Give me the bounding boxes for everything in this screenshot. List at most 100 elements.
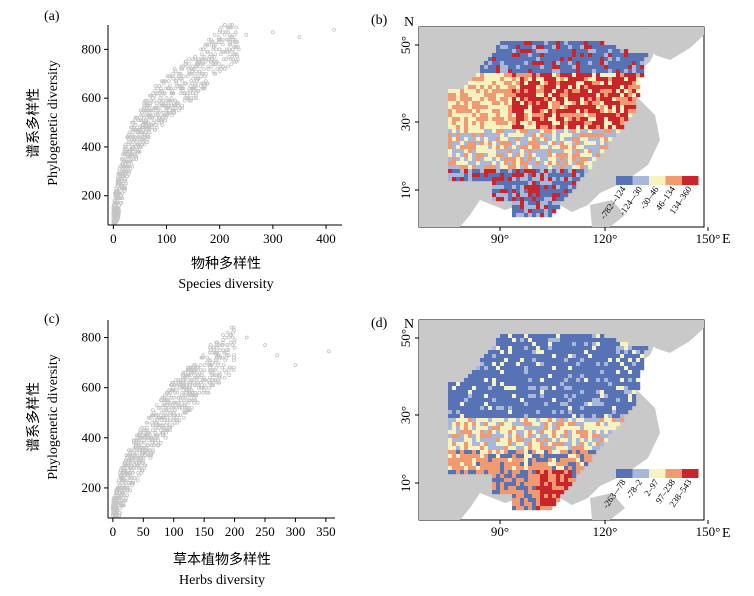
panel-b-grid-cell	[564, 45, 569, 50]
panel-b-grid-cell	[624, 65, 629, 70]
panel-d-grid-cell	[556, 462, 561, 467]
panel-d-grid-cell	[508, 442, 513, 447]
panel-d-grid-cell	[556, 362, 561, 367]
panel-b-grid-cell	[472, 173, 477, 178]
panel-b-grid-cell	[560, 57, 565, 62]
panel-b-grid-cell	[620, 89, 625, 94]
panel-b-grid-cell	[524, 157, 529, 162]
panel-b-grid-cell	[612, 117, 617, 122]
panel-b-grid-cell	[492, 133, 497, 138]
panel-b-grid-cell	[488, 65, 493, 70]
panel-d-grid-cell	[516, 482, 521, 487]
panel-d-grid-cell	[568, 442, 573, 447]
panel-d-grid-cell	[508, 454, 513, 459]
panel-b-grid-cell	[612, 73, 617, 78]
panel-b-grid-cell	[568, 69, 573, 74]
panel-a-point	[187, 69, 192, 74]
panel-b-grid-cell	[504, 105, 509, 110]
panel-d-grid-cell	[612, 422, 617, 427]
panel-b-grid-cell	[500, 137, 505, 142]
panel-c-point	[162, 400, 167, 405]
panel-d-grid-cell	[488, 466, 493, 471]
panel-d-grid-cell	[512, 418, 517, 423]
panel-a-point	[224, 57, 228, 62]
panel-b-grid-cell	[508, 169, 513, 174]
panel-b-grid-cell	[608, 97, 613, 102]
panel-b-grid-cell	[524, 117, 529, 122]
panel-d-grid-cell	[568, 466, 573, 471]
panel-b-grid-cell	[560, 101, 565, 106]
panel-d-grid-cell	[560, 442, 565, 447]
panel-b-grid-cell	[528, 173, 533, 178]
panel-a-point	[178, 91, 183, 96]
panel-b-lon-label: 120°	[593, 231, 618, 246]
panel-d-grid-cell	[588, 446, 593, 451]
panel-d-grid-cell	[572, 462, 577, 467]
panel-b-grid-cell	[508, 153, 513, 158]
panel-b-grid-cell	[476, 105, 481, 110]
panel-b-grid-cell	[452, 125, 457, 130]
panel-b-grid-cell	[516, 81, 521, 86]
panel-d-grid-cell	[612, 374, 617, 379]
panel-d-grid-cell	[592, 406, 597, 411]
panel-d-grid-cell	[556, 350, 561, 355]
panel-d-grid-cell	[536, 362, 541, 367]
panel-b-grid-cell	[520, 69, 525, 74]
panel-b-grid-cell	[556, 193, 561, 198]
panel-d-grid-cell	[472, 382, 477, 387]
panel-b-grid-cell	[500, 61, 505, 66]
panel-d-grid-cell	[516, 478, 521, 483]
panel-c-point	[158, 405, 163, 410]
panel-a-point	[146, 132, 150, 137]
panel-a-point	[113, 206, 118, 210]
panel-b-grid-cell	[516, 121, 521, 126]
panel-b-grid-cell	[484, 81, 489, 86]
panel-d-grid-cell	[484, 466, 489, 471]
panel-b-grid-cell	[500, 157, 505, 162]
panel-d-grid-cell	[576, 442, 581, 447]
panel-d-grid-cell	[556, 386, 561, 391]
panel-b-grid-cell	[592, 125, 597, 130]
panel-d-grid-cell	[452, 382, 457, 387]
panel-a-point	[332, 27, 336, 32]
panel-d-grid-cell	[512, 398, 517, 403]
panel-d-grid-cell	[588, 350, 593, 355]
panel-d-grid-cell	[540, 342, 545, 347]
panel-d-grid-cell	[540, 346, 545, 351]
panel-b-grid-cell	[468, 137, 473, 142]
panel-b-grid-cell	[552, 61, 557, 66]
panel-b-grid-cell	[572, 181, 577, 186]
panel-c-point	[221, 363, 226, 368]
panel-b-grid-cell	[592, 117, 597, 122]
panel-d-grid-cell	[500, 406, 505, 411]
panel-b-grid-cell	[548, 121, 553, 126]
panel-a-point	[116, 213, 121, 218]
panel-c-point	[226, 348, 231, 352]
panel-d-grid-cell	[632, 358, 637, 363]
panel-a-point	[120, 171, 124, 176]
panel-b-grid-cell	[536, 113, 541, 118]
panel-b-grid-cell	[464, 129, 469, 134]
panel-d-grid-cell	[512, 338, 517, 343]
panel-c-point	[124, 496, 128, 500]
panel-d-grid-cell	[616, 394, 621, 399]
panel-d-grid-cell	[592, 414, 597, 419]
panel-d-grid-cell	[508, 490, 513, 495]
panel-b-grid-cell	[504, 145, 509, 150]
panel-b-grid-cell	[500, 101, 505, 106]
panel-b-grid-cell	[508, 125, 513, 130]
panel-c-point	[217, 370, 222, 375]
panel-b-grid-cell	[608, 113, 613, 118]
panel-d-grid-cell	[468, 458, 473, 463]
panel-d-grid-cell	[448, 410, 453, 415]
panel-b-grid-cell	[528, 177, 533, 182]
panel-d-grid-cell	[540, 442, 545, 447]
panel-d-grid-cell	[448, 462, 453, 467]
panel-b-grid-cell	[460, 125, 465, 130]
panel-b-grid-cell	[564, 121, 569, 126]
panel-a-point	[226, 64, 230, 69]
panel-c-point	[186, 408, 191, 413]
panel-a-point	[218, 27, 222, 32]
panel-d-grid-cell	[516, 426, 521, 431]
panel-d-grid-cell	[512, 494, 517, 499]
